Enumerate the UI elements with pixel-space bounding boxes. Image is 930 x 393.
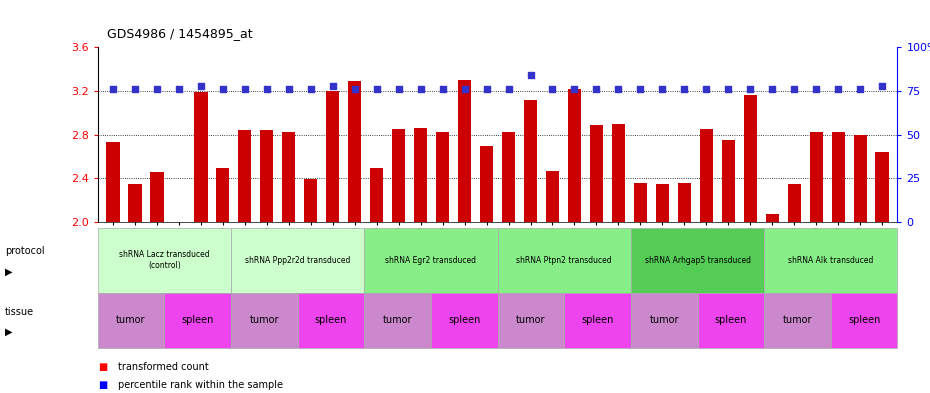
Point: [721, 86, 736, 92]
Text: spleen: spleen: [448, 315, 481, 325]
Text: spleen: spleen: [581, 315, 614, 325]
Bar: [326, 91, 339, 222]
Point: [853, 86, 868, 92]
Point: [611, 86, 626, 92]
Point: [282, 86, 297, 92]
Point: [545, 86, 560, 92]
Point: [171, 86, 186, 92]
Point: [150, 86, 165, 92]
Bar: [348, 81, 362, 222]
Text: ▶: ▶: [5, 267, 12, 277]
Text: shRNA Lacz transduced
(control): shRNA Lacz transduced (control): [119, 250, 209, 270]
Bar: [238, 130, 251, 222]
Bar: [568, 89, 581, 222]
Text: tumor: tumor: [516, 315, 546, 325]
Text: spleen: spleen: [848, 315, 881, 325]
Point: [633, 86, 648, 92]
Bar: [722, 140, 735, 222]
Text: tumor: tumor: [383, 315, 412, 325]
Bar: [260, 130, 273, 222]
Point: [874, 83, 889, 89]
Point: [501, 86, 516, 92]
Point: [369, 86, 384, 92]
Bar: [436, 132, 449, 222]
Text: shRNA Egr2 transduced: shRNA Egr2 transduced: [385, 256, 476, 265]
Text: tumor: tumor: [249, 315, 279, 325]
Point: [413, 86, 428, 92]
Bar: [502, 132, 515, 222]
Point: [764, 86, 779, 92]
Bar: [788, 184, 801, 222]
Bar: [106, 142, 120, 222]
Text: tumor: tumor: [649, 315, 679, 325]
Bar: [194, 92, 207, 222]
Point: [303, 86, 318, 92]
Point: [479, 86, 494, 92]
Point: [677, 86, 692, 92]
Point: [830, 86, 845, 92]
Bar: [831, 132, 844, 222]
Bar: [590, 125, 603, 222]
Bar: [128, 184, 141, 222]
Text: tumor: tumor: [116, 315, 146, 325]
Bar: [633, 183, 647, 222]
Bar: [854, 134, 867, 222]
Point: [655, 86, 670, 92]
Text: spleen: spleen: [181, 315, 214, 325]
Point: [237, 86, 252, 92]
Text: transformed count: transformed count: [118, 362, 209, 373]
Point: [458, 86, 472, 92]
Point: [435, 86, 450, 92]
Bar: [699, 129, 713, 222]
Text: shRNA Arhgap5 transduced: shRNA Arhgap5 transduced: [644, 256, 751, 265]
Point: [787, 86, 802, 92]
Bar: [282, 132, 296, 222]
Text: GDS4986 / 1454895_at: GDS4986 / 1454895_at: [107, 28, 253, 40]
Point: [347, 86, 362, 92]
Point: [392, 86, 406, 92]
Point: [106, 86, 121, 92]
Point: [567, 86, 582, 92]
Point: [259, 86, 274, 92]
Text: protocol: protocol: [5, 246, 45, 255]
Bar: [524, 99, 538, 222]
Point: [698, 86, 713, 92]
Text: percentile rank within the sample: percentile rank within the sample: [118, 380, 283, 390]
Point: [193, 83, 208, 89]
Bar: [458, 80, 472, 222]
Bar: [546, 171, 559, 222]
Bar: [151, 172, 164, 222]
Point: [523, 72, 538, 78]
Point: [326, 83, 340, 89]
Text: ■: ■: [98, 380, 107, 390]
Bar: [678, 183, 691, 222]
Text: shRNA Ppp2r2d transduced: shRNA Ppp2r2d transduced: [245, 256, 351, 265]
Point: [589, 86, 604, 92]
Point: [216, 86, 231, 92]
Text: ■: ■: [98, 362, 107, 373]
Point: [127, 86, 142, 92]
Bar: [744, 95, 757, 222]
Point: [743, 86, 758, 92]
Text: shRNA Ptpn2 transduced: shRNA Ptpn2 transduced: [516, 256, 612, 265]
Bar: [217, 169, 230, 222]
Bar: [809, 132, 823, 222]
Bar: [612, 124, 625, 222]
Bar: [392, 129, 405, 222]
Bar: [765, 215, 778, 222]
Text: tissue: tissue: [5, 307, 33, 318]
Text: spleen: spleen: [314, 315, 347, 325]
Bar: [480, 145, 493, 222]
Bar: [304, 180, 317, 222]
Bar: [875, 152, 889, 222]
Text: ▶: ▶: [5, 327, 12, 337]
Bar: [414, 128, 427, 222]
Bar: [370, 169, 383, 222]
Text: tumor: tumor: [783, 315, 812, 325]
Point: [809, 86, 824, 92]
Text: spleen: spleen: [714, 315, 747, 325]
Bar: [656, 184, 669, 222]
Text: shRNA Alk transduced: shRNA Alk transduced: [788, 256, 873, 265]
